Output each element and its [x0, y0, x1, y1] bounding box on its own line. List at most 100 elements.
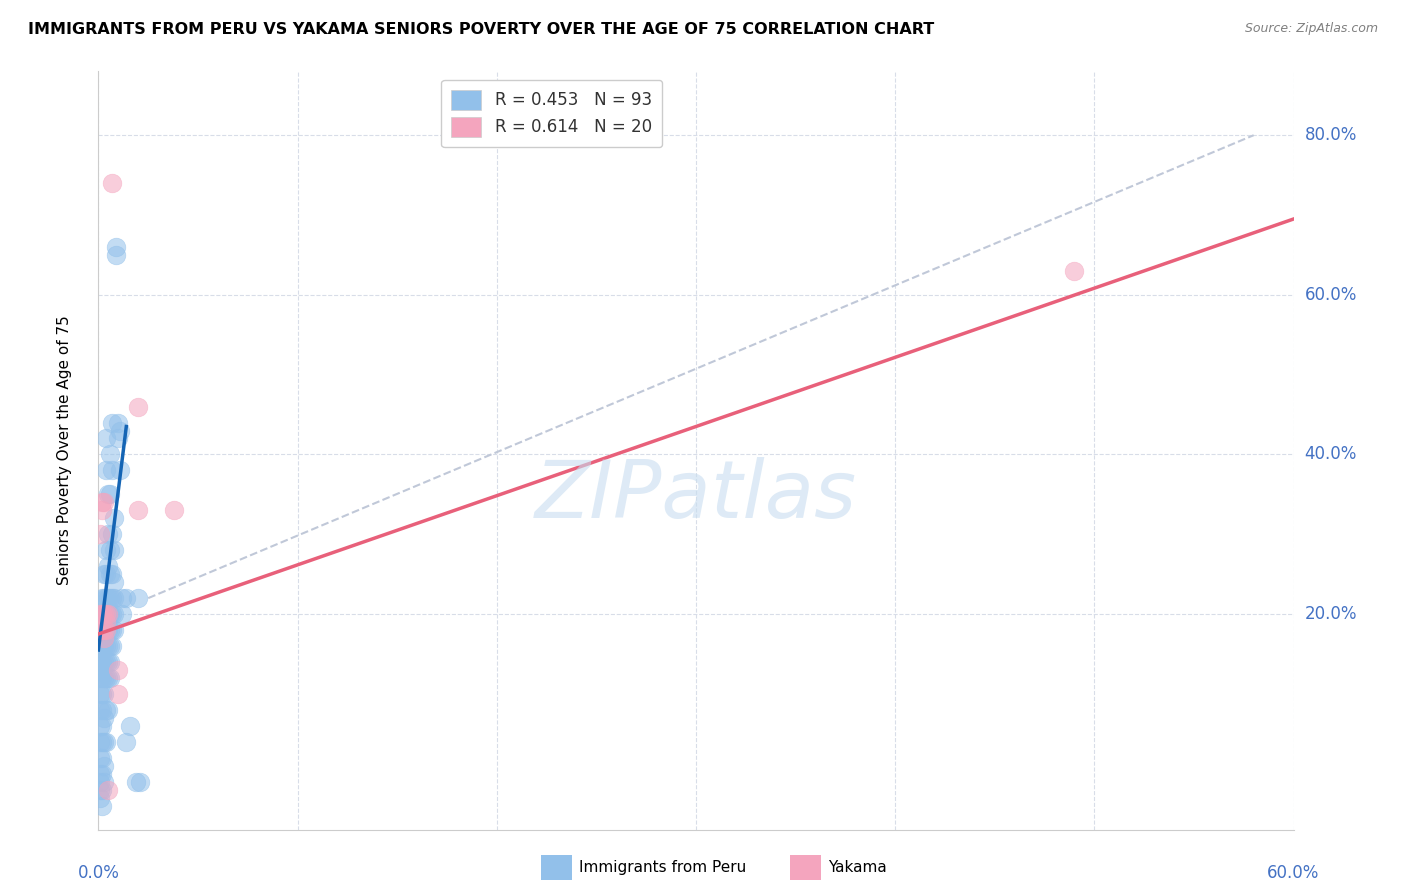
Text: Yakama: Yakama — [828, 861, 887, 875]
Point — [98, 655, 122, 669]
Point — [98, 671, 122, 685]
Point — [89, 782, 111, 797]
Point — [89, 719, 111, 733]
Point — [93, 591, 115, 606]
Point — [97, 591, 120, 606]
Text: 40.0%: 40.0% — [1305, 445, 1357, 464]
Point — [111, 607, 134, 621]
Point — [101, 567, 124, 582]
Point — [91, 719, 114, 733]
Point — [96, 639, 118, 653]
Point — [89, 774, 111, 789]
Point — [91, 687, 114, 701]
Text: 20.0%: 20.0% — [1305, 605, 1357, 624]
Point — [93, 655, 115, 669]
Point — [89, 766, 111, 780]
Point — [97, 623, 120, 637]
Point — [96, 655, 118, 669]
Point — [98, 543, 122, 558]
Point — [101, 416, 124, 430]
Point — [127, 400, 149, 414]
Point — [101, 591, 124, 606]
Point — [98, 567, 122, 582]
Point — [103, 623, 125, 637]
Point — [101, 639, 124, 653]
Point — [93, 774, 115, 789]
Point — [93, 687, 115, 701]
Point — [89, 750, 111, 764]
Point — [93, 639, 115, 653]
Text: Source: ZipAtlas.com: Source: ZipAtlas.com — [1244, 22, 1378, 36]
Text: IMMIGRANTS FROM PERU VS YAKAMA SENIORS POVERTY OVER THE AGE OF 75 CORRELATION CH: IMMIGRANTS FROM PERU VS YAKAMA SENIORS P… — [28, 22, 935, 37]
Point — [103, 543, 125, 558]
Point — [91, 655, 114, 669]
Point — [89, 663, 111, 677]
Point — [89, 790, 111, 805]
Point — [93, 758, 115, 772]
Point — [107, 687, 129, 701]
Text: Immigrants from Peru: Immigrants from Peru — [579, 861, 747, 875]
Point — [98, 487, 122, 501]
Point — [127, 503, 149, 517]
Point — [107, 416, 129, 430]
Point — [96, 463, 118, 477]
Point — [97, 703, 120, 717]
Point — [91, 735, 114, 749]
Point — [89, 623, 111, 637]
Point — [96, 432, 118, 446]
Text: 60.0%: 60.0% — [1267, 863, 1320, 881]
Point — [97, 559, 120, 574]
Point — [89, 607, 111, 621]
Y-axis label: Seniors Poverty Over the Age of 75: Seniors Poverty Over the Age of 75 — [58, 316, 72, 585]
Point — [103, 575, 125, 590]
Point — [129, 774, 152, 789]
Point — [96, 567, 118, 582]
Point — [98, 639, 122, 653]
Point — [101, 176, 124, 190]
Point — [89, 735, 111, 749]
Point — [89, 647, 111, 661]
Point — [96, 615, 118, 629]
Point — [96, 735, 118, 749]
Point — [96, 623, 118, 637]
Point — [93, 623, 115, 637]
Point — [93, 623, 115, 637]
Point — [91, 607, 114, 621]
Point — [97, 639, 120, 653]
Point — [107, 663, 129, 677]
Point — [97, 607, 120, 621]
Text: 80.0%: 80.0% — [1305, 126, 1357, 145]
Point — [93, 671, 115, 685]
Legend: R = 0.453   N = 93, R = 0.614   N = 20: R = 0.453 N = 93, R = 0.614 N = 20 — [441, 79, 662, 147]
Point — [125, 774, 148, 789]
Point — [93, 567, 115, 582]
Point — [93, 631, 115, 645]
Point — [111, 591, 134, 606]
Point — [97, 607, 120, 621]
Point — [127, 591, 149, 606]
Text: ZIPatlas: ZIPatlas — [534, 457, 858, 535]
Point — [110, 424, 132, 438]
Point — [93, 607, 115, 621]
Point — [89, 655, 111, 669]
Point — [97, 782, 120, 797]
Point — [93, 607, 115, 621]
Point — [91, 703, 114, 717]
Point — [89, 631, 111, 645]
Point — [101, 463, 124, 477]
Point — [101, 527, 124, 541]
Text: 60.0%: 60.0% — [1305, 285, 1357, 304]
Point — [163, 503, 186, 517]
Point — [96, 623, 118, 637]
Point — [97, 487, 120, 501]
Point — [96, 543, 118, 558]
Point — [105, 248, 128, 262]
Point — [91, 782, 114, 797]
Point — [91, 623, 114, 637]
Point — [96, 607, 118, 621]
Point — [91, 623, 114, 637]
Point — [98, 447, 122, 461]
Point — [101, 623, 124, 637]
Point — [101, 607, 124, 621]
Point — [98, 623, 122, 637]
